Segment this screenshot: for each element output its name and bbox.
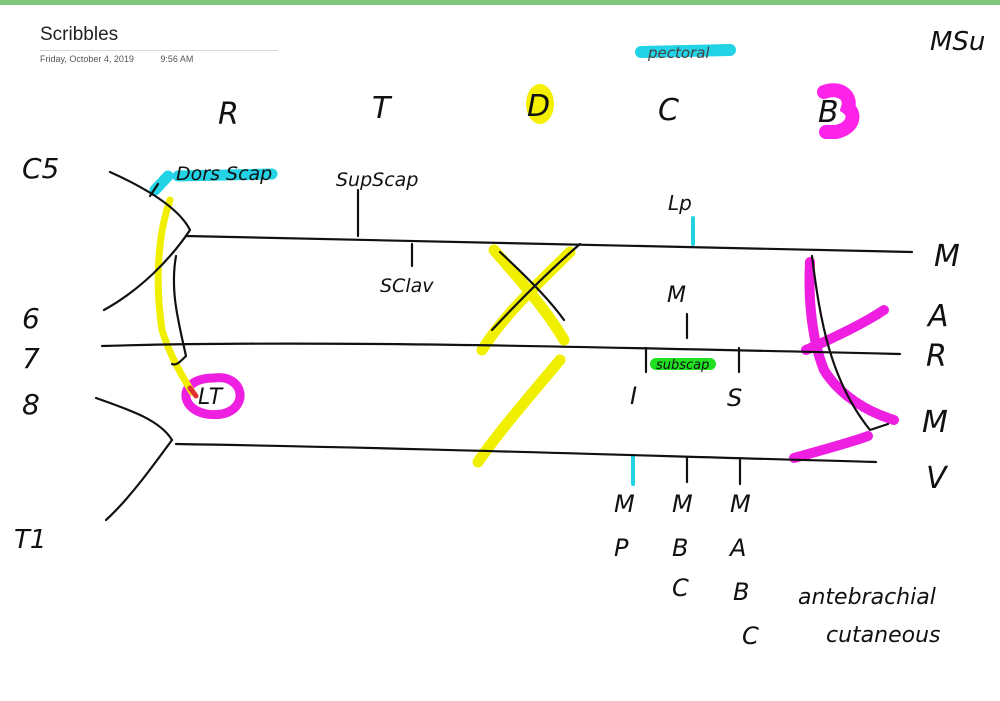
mabc-m: M <box>730 490 751 518</box>
note-header: Scribbles Friday, October 4, 2019 9:56 A… <box>40 24 280 64</box>
page-time: 9:56 AM <box>160 54 194 64</box>
pectoral-highlight <box>635 44 736 58</box>
mbc-c: C <box>672 574 689 602</box>
magenta-r-path <box>801 305 889 355</box>
terminal-v: V <box>926 461 949 496</box>
lt-label: LT <box>198 385 224 410</box>
note-line-1: antebrachial <box>798 585 936 610</box>
stage-r: R <box>218 97 239 132</box>
terminal-m2: M <box>922 405 948 440</box>
page-title[interactable]: Scribbles <box>40 24 119 45</box>
terminal-r: R <box>926 339 947 374</box>
plexus-strokes <box>94 170 914 522</box>
yellow-lt-path <box>154 196 196 396</box>
mabc-c: C <box>742 622 759 650</box>
top-accent-bar <box>0 0 1000 5</box>
lower-trunk-line <box>174 442 878 464</box>
title-underline <box>40 50 278 51</box>
lt-ring <box>181 373 245 420</box>
magenta-v-path <box>789 431 873 463</box>
c5-link <box>148 182 160 198</box>
pectoral-text: pectoral <box>647 44 710 62</box>
red-lt-dot <box>187 385 199 399</box>
root-c8: 8 <box>22 388 40 421</box>
lt-curve <box>170 254 188 366</box>
note-line-2: cutaneous <box>826 623 941 648</box>
m-posterior-label: M <box>667 283 686 308</box>
terminal-a: A <box>926 299 949 334</box>
labels: MSu pectoral R T D C B C5 6 7 8 T1 Dors … <box>14 27 985 650</box>
root-c5: C5 <box>22 152 59 185</box>
stage-b: B <box>818 95 839 130</box>
root-c6: 6 <box>22 302 40 335</box>
mbc-b: B <box>672 534 688 562</box>
stage-t: T <box>372 91 393 126</box>
subscap-label: subscap <box>656 358 709 373</box>
x-stroke-1 <box>498 250 566 322</box>
mabc-a: A <box>728 534 746 562</box>
root-c5-c6-curve <box>102 170 192 312</box>
supscap-label: SupScap <box>336 169 418 191</box>
lp-label: Lp <box>668 191 692 215</box>
mbc-m: M <box>672 490 693 518</box>
root-c8-t1-curve <box>94 396 174 522</box>
dors-scap-highlight <box>149 168 278 196</box>
terminal-connector <box>810 254 890 432</box>
b-highlight <box>817 83 860 139</box>
stage-d: D <box>527 89 550 124</box>
s-label: S <box>727 384 742 412</box>
page-date: Friday, October 4, 2019 <box>40 54 134 64</box>
magenta-a-path <box>804 257 899 425</box>
terminal-m: M <box>934 239 960 274</box>
root-t1: T1 <box>14 525 46 555</box>
stage-c: C <box>658 93 679 128</box>
mabc-b: B <box>733 578 749 606</box>
page-timestamp: Friday, October 4, 2019 9:56 AM <box>40 54 280 64</box>
sclav-label: SClav <box>380 275 434 297</box>
mp-p: P <box>614 534 629 562</box>
upper-trunk-line <box>184 234 914 254</box>
x-stroke-2 <box>490 242 582 332</box>
yellow-slash <box>472 354 566 468</box>
mp-m: M <box>614 490 635 518</box>
highlights <box>149 44 899 486</box>
dors-scap-label: Dors Scap <box>176 163 272 185</box>
middle-trunk-line <box>100 342 902 356</box>
d-highlight <box>526 84 554 124</box>
i-label: I <box>630 382 637 410</box>
heading-text: MSu <box>930 27 985 57</box>
root-c7: 7 <box>22 342 40 375</box>
